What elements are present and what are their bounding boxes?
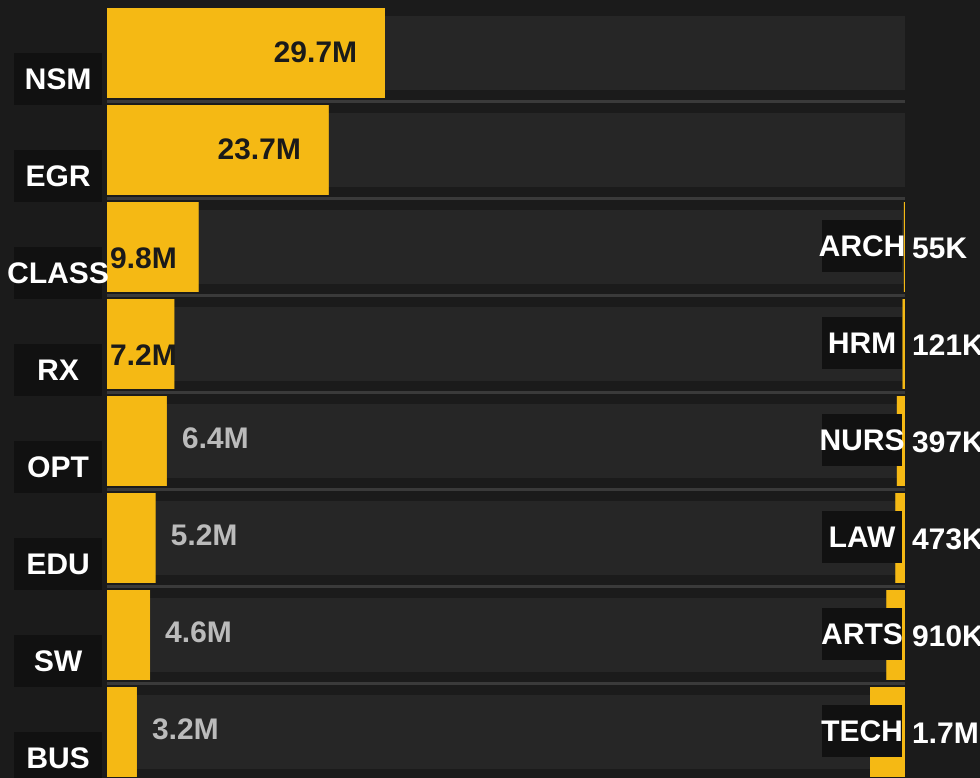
track <box>107 404 905 478</box>
bar <box>107 299 175 389</box>
bar <box>902 299 905 389</box>
category-label: ARTS <box>821 618 903 651</box>
divider <box>107 391 905 394</box>
value-label: 9.8M <box>110 242 177 275</box>
category-label: RX <box>37 354 79 387</box>
value-label: 473K <box>912 523 980 556</box>
bar <box>107 396 167 486</box>
category-label: TECH <box>821 715 903 748</box>
value-label: 6.4M <box>182 422 249 455</box>
category-label: EGR <box>25 160 90 193</box>
value-label: 121K <box>912 329 980 362</box>
category-label: CLASS <box>7 257 109 290</box>
category-label: NSM <box>25 63 92 96</box>
track <box>107 598 905 672</box>
category-box <box>14 538 102 590</box>
category-box <box>822 608 902 660</box>
value-label: 1.7M <box>912 717 979 750</box>
category-box <box>822 317 902 369</box>
category-label: HRM <box>828 327 896 360</box>
category-box <box>14 247 102 299</box>
track <box>107 695 905 769</box>
category-label: NURS <box>819 424 904 457</box>
category-box <box>822 511 902 563</box>
category-label: SW <box>34 645 83 678</box>
category-box <box>14 150 102 202</box>
track <box>107 210 905 284</box>
category-box <box>822 414 902 466</box>
value-label: 55K <box>912 232 967 265</box>
category-box <box>14 53 102 105</box>
category-label: LAW <box>829 521 896 554</box>
divider <box>107 294 905 297</box>
category-box <box>14 732 102 778</box>
category-box <box>14 344 102 396</box>
bar <box>107 105 329 195</box>
category-label: EDU <box>26 548 89 581</box>
bar <box>107 590 151 680</box>
category-label: ARCH <box>819 230 906 263</box>
value-label: 4.6M <box>165 616 232 649</box>
value-label: 910K <box>912 620 980 653</box>
bar <box>107 202 199 292</box>
divider <box>107 488 905 491</box>
value-label: 29.7M <box>274 36 357 69</box>
value-label: 7.2M <box>110 339 177 372</box>
category-box <box>14 441 102 493</box>
category-label: BUS <box>26 742 89 775</box>
category-box <box>14 635 102 687</box>
divider <box>107 682 905 685</box>
value-label: 23.7M <box>217 133 300 166</box>
divider <box>107 100 905 103</box>
category-box <box>822 220 902 272</box>
value-label: 397K <box>912 426 980 459</box>
bar <box>107 493 156 583</box>
track <box>107 307 905 381</box>
divider <box>107 585 905 588</box>
category-label: OPT <box>27 451 89 484</box>
bar <box>107 8 385 98</box>
divider <box>107 197 905 200</box>
bar <box>107 687 137 777</box>
track <box>107 501 905 575</box>
category-box <box>822 705 902 757</box>
value-label: 5.2M <box>171 519 238 552</box>
value-label: 3.2M <box>152 713 219 746</box>
bar <box>903 202 905 292</box>
